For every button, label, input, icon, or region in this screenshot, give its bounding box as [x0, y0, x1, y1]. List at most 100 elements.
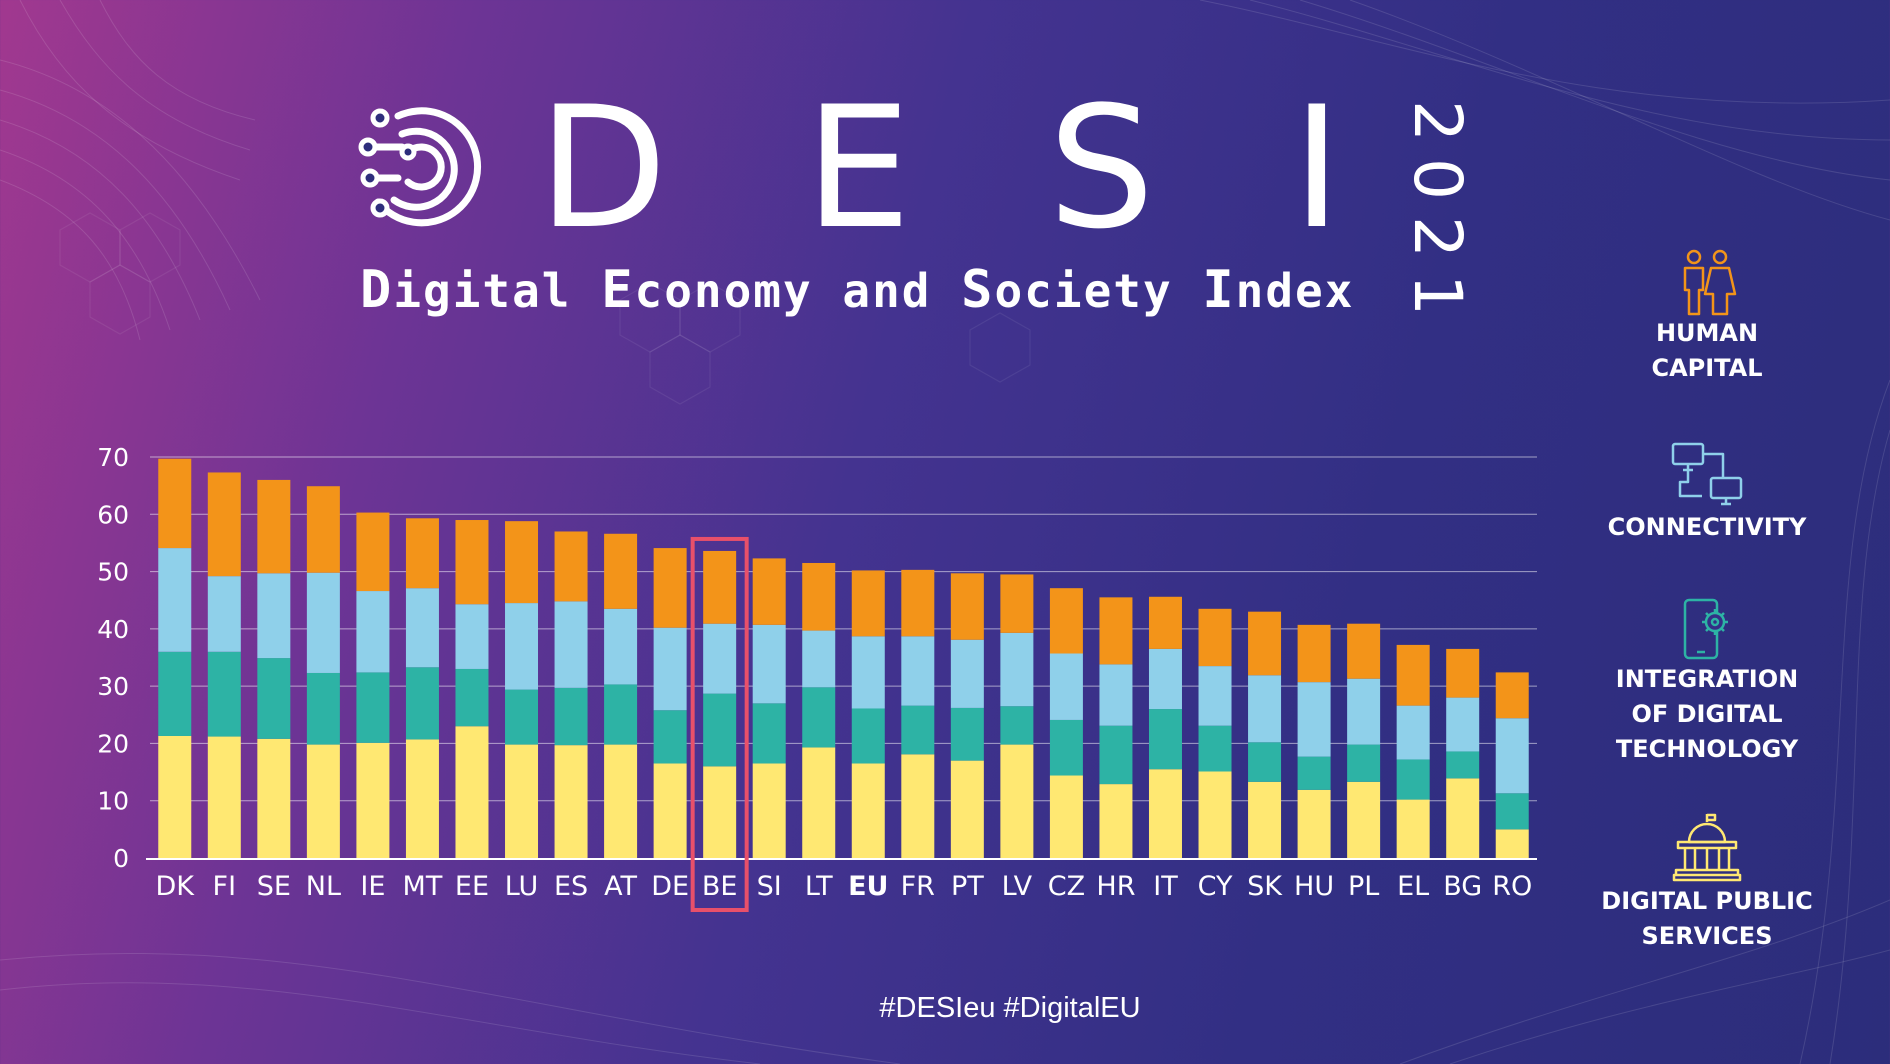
bar-segment	[505, 521, 539, 604]
bar-segment	[1495, 718, 1529, 794]
bar-segment	[1396, 759, 1430, 800]
bar-segment	[257, 479, 291, 574]
bar-segment	[257, 573, 291, 659]
bar-segment	[1198, 725, 1232, 772]
y-tick-label: 70	[97, 443, 129, 472]
bar-segment	[653, 627, 687, 711]
bar-segment	[554, 687, 588, 746]
bar-segment	[1049, 719, 1083, 776]
x-tick-label: DK	[156, 871, 196, 902]
bar-segment	[1148, 769, 1182, 858]
x-tick-label: HU	[1294, 871, 1334, 902]
bar-segment	[851, 570, 885, 637]
bar-segment	[306, 486, 340, 573]
x-tick-label: HR	[1096, 871, 1135, 902]
legend-item-public-services: DIGITAL PUBLIC SERVICES	[1577, 812, 1837, 954]
bar-segment	[1099, 784, 1133, 858]
x-tick-label: RO	[1492, 871, 1532, 902]
subtitle-word-cap: I	[1202, 260, 1236, 320]
bar-segment	[653, 548, 687, 628]
legend-label: CONNECTIVITY	[1607, 513, 1807, 541]
y-tick-label: 40	[97, 615, 129, 644]
y-tick-label: 20	[97, 729, 129, 758]
bar-segment	[1049, 775, 1083, 858]
x-tick-label: LU	[505, 871, 538, 902]
bar-segment	[306, 744, 340, 858]
bar-segment	[257, 658, 291, 739]
bar-segment	[604, 608, 638, 685]
highlight-box	[690, 536, 749, 912]
bar-segment	[1049, 653, 1083, 720]
bar-segment	[1495, 829, 1529, 858]
bar-segment	[505, 689, 539, 745]
bar-segment	[950, 707, 984, 761]
legend-label: HUMAN CAPITAL	[1651, 319, 1763, 382]
x-tick-label: NL	[306, 871, 341, 902]
bar-segment	[802, 630, 836, 688]
x-tick-label: EL	[1397, 871, 1429, 902]
bar-segment	[1248, 675, 1282, 743]
bar-segment	[554, 531, 588, 602]
bar-segment	[1248, 611, 1282, 676]
x-tick-label: SI	[757, 871, 782, 902]
smartphone-gear-icon	[1683, 598, 1728, 660]
bar-segment	[802, 747, 836, 858]
bar-segment	[505, 603, 539, 690]
bar-segment	[703, 623, 737, 694]
bar-segment	[455, 520, 489, 605]
bar-segment	[1099, 597, 1133, 665]
x-tick-label: BE	[702, 871, 738, 902]
desi-logo-icon	[358, 107, 482, 227]
bar-segment	[653, 710, 687, 764]
bar-segment	[1099, 725, 1133, 785]
y-tick-label: 30	[97, 672, 129, 701]
bar-segment	[554, 745, 588, 858]
legend-item-integration: INTEGRATION OF DIGITAL TECHNOLOGY	[1577, 598, 1837, 767]
bar-segment	[950, 573, 984, 640]
bar-segment	[306, 672, 340, 745]
bar-segment	[604, 684, 638, 745]
x-tick-label: MT	[403, 871, 443, 902]
x-tick-label: ES	[554, 871, 588, 902]
x-tick-label: IE	[360, 871, 385, 902]
bar-segment	[752, 763, 786, 858]
subtitle-word-rest: ndex	[1235, 264, 1355, 318]
bar-segment	[356, 672, 390, 743]
y-tick-label: 0	[113, 844, 129, 873]
bar-segment	[703, 550, 737, 624]
x-tick-label: SE	[257, 871, 291, 902]
people-icon	[1683, 249, 1737, 316]
bar-segment	[950, 760, 984, 858]
government-building-icon	[1672, 813, 1742, 882]
bar-segment	[1495, 672, 1529, 719]
brand-letter: D	[538, 70, 668, 266]
bar-segment	[554, 601, 588, 688]
subtitle-word-rest: igital	[393, 264, 572, 318]
bar-segment	[158, 735, 192, 858]
bar-segment	[1446, 751, 1480, 779]
bar-segment	[752, 558, 786, 625]
bar-segment	[1099, 664, 1133, 726]
x-tick-label: DE	[651, 871, 689, 902]
bar-segment	[306, 572, 340, 673]
legend-label: DIGITAL PUBLIC SERVICES	[1601, 887, 1813, 950]
bar-segment	[257, 738, 291, 858]
bar-segment	[1297, 789, 1331, 858]
x-tick-label: FI	[213, 871, 237, 902]
bar-segment	[901, 705, 935, 755]
bar-segment	[455, 604, 489, 669]
x-tick-label: LV	[1002, 871, 1033, 902]
bar-segment	[1000, 632, 1034, 707]
bar-segment	[901, 569, 935, 637]
bar-segment	[405, 739, 439, 858]
hashtags: #DESIeu #DigitalEU	[879, 992, 1141, 1024]
subtitle: Digital Economy and Society Index	[360, 262, 1354, 319]
x-tick-label: AT	[604, 871, 637, 902]
brand-letter: S	[1048, 70, 1155, 266]
bar-segment	[1396, 799, 1430, 858]
bar-segment	[1198, 666, 1232, 726]
bar-segment	[405, 518, 439, 589]
bar-segment	[1347, 678, 1381, 745]
